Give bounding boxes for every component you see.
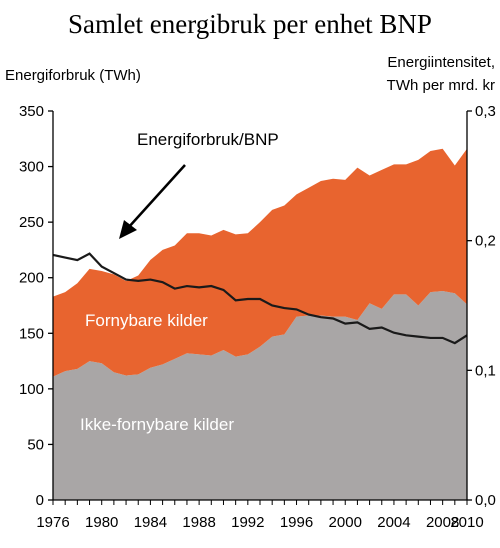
- bottom-tick-label: 1980: [85, 514, 118, 531]
- line-energiforbruk-bnp: [52, 252, 468, 345]
- right-tick-label: 0,2: [475, 233, 496, 250]
- bottom-tick-label: 2008: [426, 514, 459, 531]
- bottom-tick-label: 1976: [36, 514, 69, 531]
- right-tick-label: 0,0: [475, 492, 496, 509]
- left-tick-label: 300: [19, 159, 44, 176]
- area-ikke-fornybare-kilder: [53, 291, 467, 500]
- left-tick-label: 100: [19, 381, 44, 398]
- left-tick-label: 250: [19, 214, 44, 231]
- left-tick-label: 200: [19, 270, 44, 287]
- left-axis-label: Energiforbruk (TWh): [5, 67, 141, 84]
- plot-area: [52, 148, 468, 500]
- bottom-tick-label: 1988: [182, 514, 215, 531]
- chart-title: Samlet energibruk per enhet BNP: [68, 9, 432, 39]
- left-tick-label: 350: [19, 103, 44, 120]
- bottom-tick-label: 2004: [377, 514, 410, 531]
- left-axis: 0 50 100 150 200 250 300 350: [19, 103, 54, 509]
- bottom-tick-label: 1984: [134, 514, 167, 531]
- bottom-tick-label: 1996: [280, 514, 313, 531]
- line-annotation-label: Energiforbruk/BNP: [137, 130, 279, 149]
- bottom-tick-label: 2000: [329, 514, 362, 531]
- annotation-arrow: [119, 164, 186, 239]
- bottom-tick-label: 1992: [231, 514, 264, 531]
- right-axis-label-line1: Energiintensitet,: [387, 54, 495, 71]
- right-axis: 0,0 0,1 0,2 0,3: [466, 103, 496, 509]
- left-tick-label: 0: [36, 492, 44, 509]
- right-tick-label: 0,3: [475, 103, 496, 120]
- area-fornybare-kilder: [53, 148, 467, 377]
- right-axis-label-line2: TWh per mrd. kr: [387, 77, 495, 94]
- bottom-tick-label: 2010: [450, 514, 483, 531]
- left-tick-label: 50: [27, 436, 44, 453]
- left-tick-label: 150: [19, 325, 44, 342]
- nonrenewable-label: Ikke-fornybare kilder: [80, 415, 234, 434]
- right-tick-label: 0,1: [475, 362, 496, 379]
- renewable-label: Fornybare kilder: [85, 311, 208, 330]
